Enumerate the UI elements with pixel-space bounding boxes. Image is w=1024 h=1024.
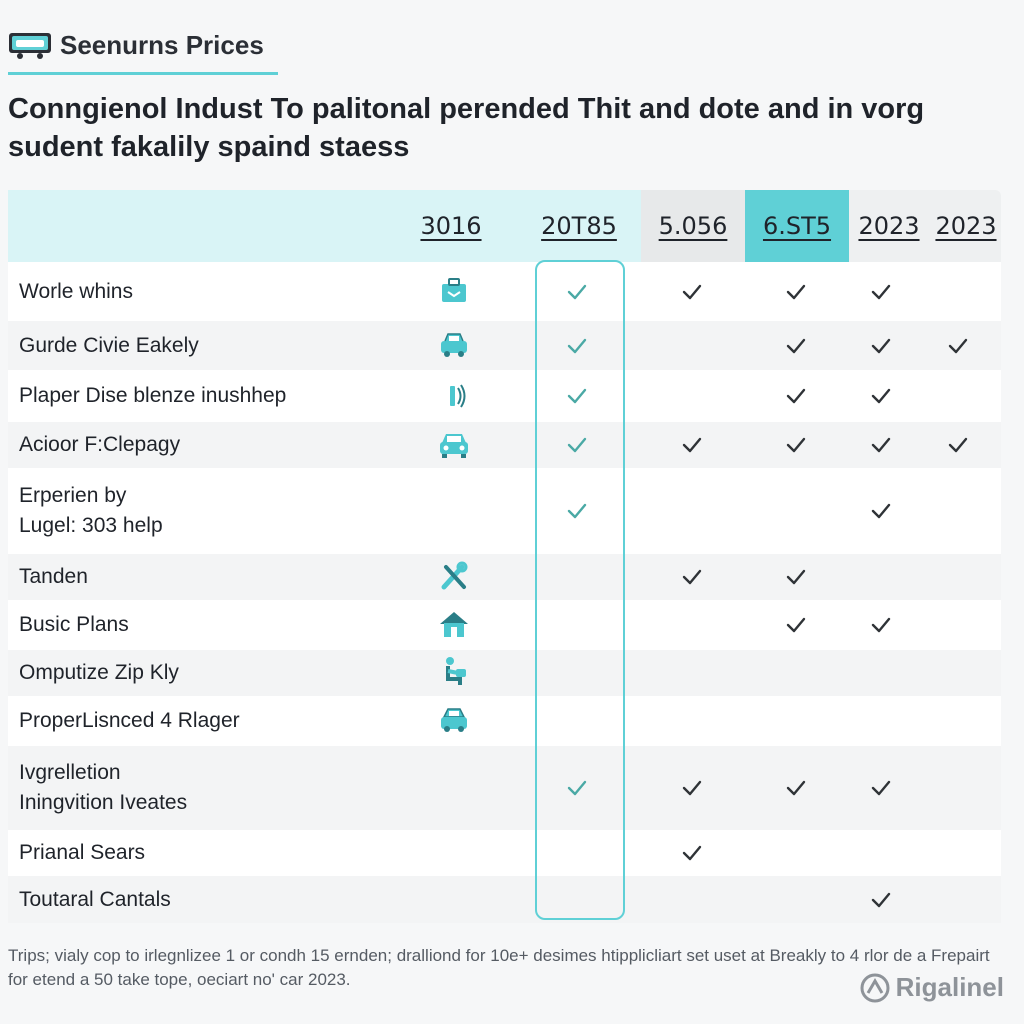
check-icon <box>871 503 891 519</box>
column-header-3[interactable]: 5.056 <box>658 212 728 240</box>
row-label: Toutaral Cantals <box>19 887 171 911</box>
row-label: Acioor F:Clepagy <box>19 433 181 456</box>
table-row[interactable]: Toutaral Cantals <box>8 876 1001 923</box>
check-icon <box>871 338 891 353</box>
check-icon <box>682 845 702 861</box>
car-front-icon <box>440 434 468 458</box>
check-icon <box>567 437 587 453</box>
footnote: Trips; vialy cop to irlegnlizee 1 or con… <box>8 946 990 989</box>
header-underline <box>8 72 278 75</box>
car-icon <box>441 332 467 357</box>
row-label: Erperien by Lugel: 303 help <box>19 484 163 537</box>
brand-name: Rigalinel <box>895 972 1004 1002</box>
comparison-table: 3016 20T85 5.056 6.ST5 2023 2023 Worle w… <box>8 190 1001 923</box>
check-icon <box>786 780 806 796</box>
row-label: Plaper Dise blenze inushhep <box>19 384 287 407</box>
car-side-icon <box>441 708 467 732</box>
signal-icon <box>450 384 466 408</box>
briefcase-icon <box>442 277 466 302</box>
row-label: Gurde Civie Eakely <box>19 333 199 357</box>
check-icon <box>567 388 587 404</box>
check-icon <box>786 617 806 633</box>
wrench-icon <box>441 561 468 590</box>
check-icon <box>871 284 891 299</box>
table-row[interactable]: Worle whins <box>8 262 1001 321</box>
header-bg-light <box>849 190 1001 262</box>
check-icon <box>871 780 891 796</box>
header: Seenurns Prices <box>8 30 264 61</box>
check-icon <box>871 892 891 907</box>
check-icon <box>948 338 968 353</box>
headline: Conngienol Indust To palitonal perended … <box>8 93 925 163</box>
check-icon <box>682 780 702 796</box>
column-header-5[interactable]: 2023 <box>858 212 920 240</box>
column-header-4[interactable]: 6.ST5 <box>762 212 832 240</box>
table-row[interactable]: Prianal Sears <box>8 830 1001 876</box>
column-header-1[interactable]: 3016 <box>420 212 482 240</box>
check-icon <box>871 437 891 453</box>
header-bg-cyan <box>8 190 641 262</box>
person-icon <box>446 657 466 685</box>
row-label: Tanden <box>19 565 88 588</box>
check-icon <box>786 338 806 353</box>
table-row[interactable]: Tanden <box>8 554 1001 600</box>
row-label: Worle whins <box>19 279 133 303</box>
row-label: Ivgrelletion Iningvition Iveates <box>19 761 188 814</box>
table-row[interactable]: Acioor F:Clepagy <box>8 422 1001 468</box>
brand-logo-icon <box>860 973 890 1002</box>
check-icon <box>948 437 968 453</box>
check-icon <box>786 437 806 453</box>
check-icon <box>682 569 702 585</box>
table-row[interactable]: Ivgrelletion Iningvition Iveates <box>8 746 1001 830</box>
check-icon <box>567 284 587 299</box>
check-icon <box>682 437 702 453</box>
row-label: Omputize Zip Kly <box>19 661 179 684</box>
table-row[interactable]: Busic Plans <box>8 600 1001 650</box>
brand-watermark: Rigalinel <box>860 972 1004 1003</box>
check-icon <box>871 388 891 404</box>
check-icon <box>786 388 806 404</box>
check-icon <box>567 503 587 519</box>
row-label: Busic Plans <box>19 613 129 636</box>
table-row[interactable]: Omputize Zip Kly <box>8 650 1001 696</box>
header-bg-accent <box>745 190 849 262</box>
row-label: ProperLisnced 4 Rlager <box>19 709 240 732</box>
header-bg-gray <box>641 190 745 262</box>
column-header-6[interactable]: 2023 <box>935 212 997 240</box>
car-dealer-icon <box>9 32 51 59</box>
table-row[interactable]: ProperLisnced 4 Rlager <box>8 696 1001 746</box>
table-row[interactable]: Erperien by Lugel: 303 help <box>8 468 1001 554</box>
check-icon <box>567 338 587 353</box>
column-header-2[interactable]: 20T85 <box>541 212 617 240</box>
page-title: Seenurns Prices <box>60 30 264 60</box>
table-row[interactable]: Gurde Civie Eakely <box>8 321 1001 370</box>
table-row[interactable]: Plaper Dise blenze inushhep <box>8 370 1001 422</box>
check-icon <box>682 284 702 299</box>
table-header-row: 3016 20T85 5.056 6.ST5 2023 2023 <box>8 190 1001 262</box>
check-icon <box>786 569 806 585</box>
row-label: Prianal Sears <box>19 841 146 864</box>
check-icon <box>871 617 891 633</box>
check-icon <box>786 284 806 299</box>
house-icon <box>440 612 468 637</box>
check-icon <box>567 780 587 796</box>
